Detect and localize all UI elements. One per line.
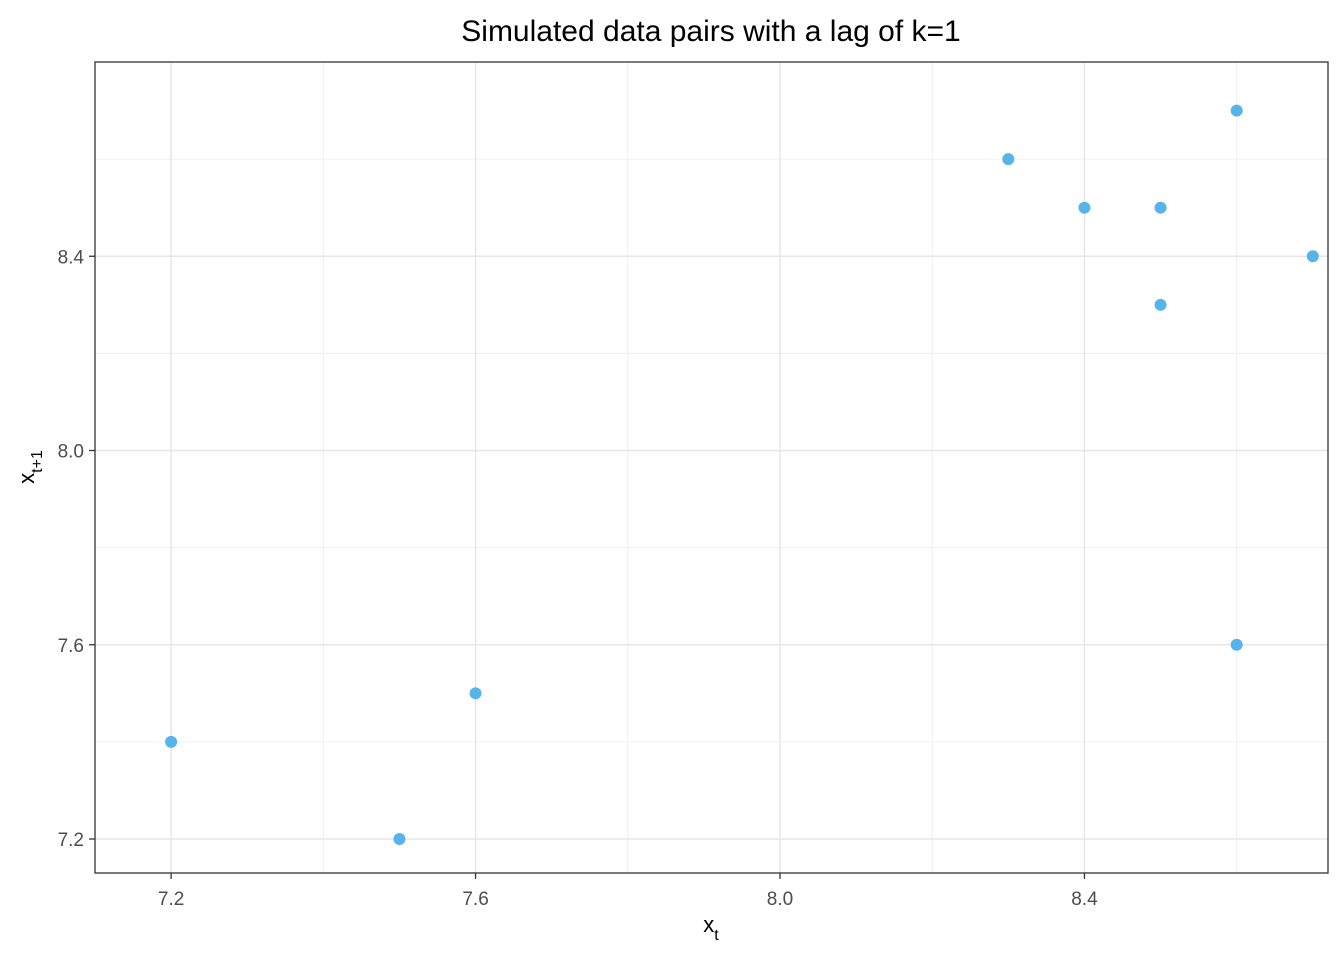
x-tick-label: 8.0	[767, 889, 793, 910]
y-tick-label: 7.2	[58, 830, 84, 851]
data-point	[1306, 250, 1319, 263]
y-axis-label-subscript: t+1	[29, 450, 46, 473]
y-axis-ticks: 7.2 7.6 8.0 8.4	[58, 247, 95, 851]
y-tick-label: 8.4	[58, 247, 85, 268]
data-point	[1230, 638, 1243, 651]
chart-title: Simulated data pairs with a lag of k=1	[461, 15, 960, 48]
data-point	[393, 833, 406, 846]
x-axis-ticks: 7.2 7.6 8.0 8.4	[158, 873, 1098, 910]
y-axis-label: xt+1	[14, 450, 46, 484]
y-tick-label: 7.6	[58, 636, 84, 657]
major-gridlines	[95, 62, 1328, 873]
x-axis-label: xt	[703, 912, 719, 944]
x-tick-label: 8.4	[1071, 889, 1098, 910]
data-points	[165, 104, 1319, 846]
x-axis-label-base: x	[703, 912, 714, 937]
minor-gridlines	[95, 62, 1328, 873]
data-point	[1002, 153, 1015, 166]
data-point	[1230, 104, 1243, 117]
data-point	[1078, 201, 1091, 214]
plot-panel-border	[94, 61, 1329, 874]
y-tick-label: 8.0	[58, 442, 84, 463]
data-point	[1154, 298, 1167, 311]
data-point	[469, 687, 482, 700]
x-tick-label: 7.2	[158, 889, 184, 910]
data-point	[165, 735, 178, 748]
x-axis-label-subscript: t	[714, 927, 719, 944]
x-tick-label: 7.6	[462, 889, 488, 910]
y-axis-label-base: x	[14, 473, 39, 484]
data-point	[1154, 201, 1167, 214]
